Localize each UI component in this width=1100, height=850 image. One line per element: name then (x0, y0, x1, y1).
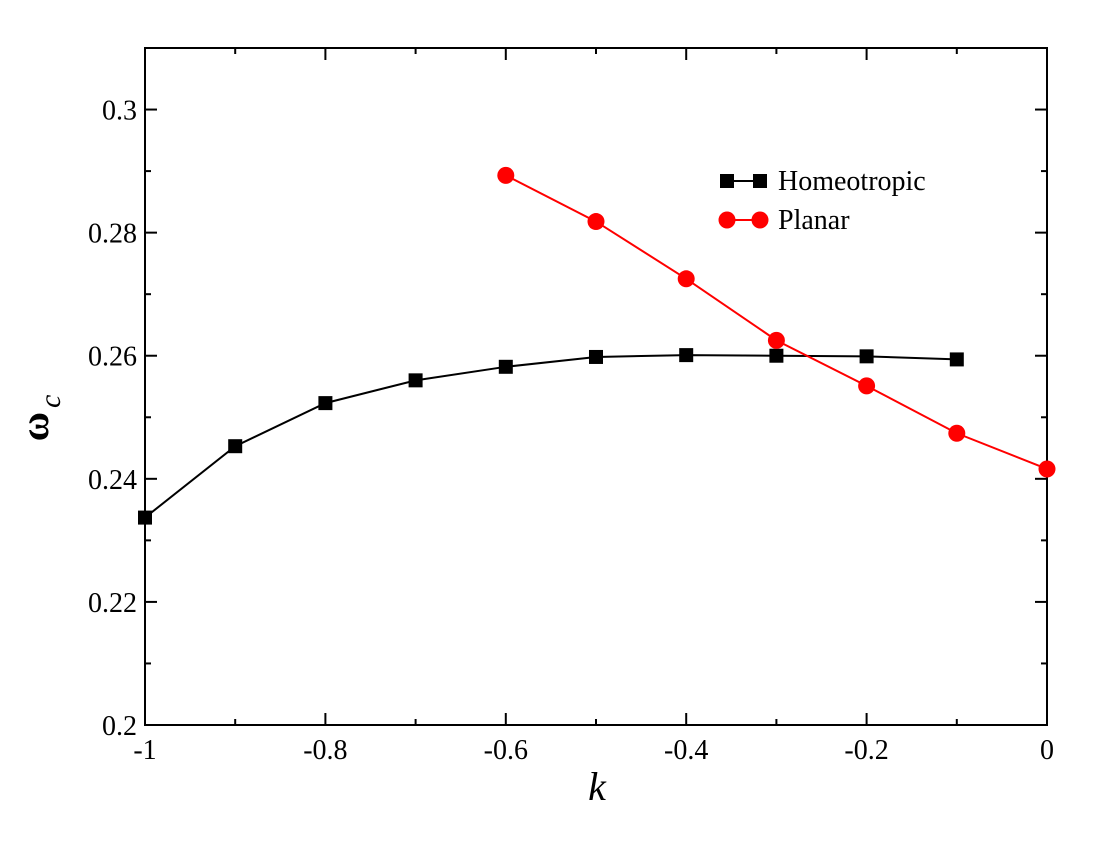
x-tick-label: -0.2 (844, 735, 888, 766)
data-point (948, 424, 966, 442)
svg-text:ω c: ω c (12, 395, 67, 442)
plot-frame (144, 47, 1048, 726)
data-point (949, 352, 964, 367)
legend-entry-planar: Planar (718, 205, 850, 236)
y-tick-label: 0.3 (102, 96, 137, 127)
series-line (144, 354, 957, 519)
y-tick-label: 0.24 (88, 465, 137, 496)
series-planar (497, 166, 1056, 478)
x-tick-label: -0.6 (484, 735, 528, 766)
x-tick-label: 0 (1040, 735, 1054, 766)
data-point (858, 377, 876, 395)
data-point (498, 359, 513, 374)
legend-label: Homeotropic (778, 166, 926, 197)
axis-tick-labels: -1 -0.8 -0.6 -0.4 -0.2 0 0.2 0.22 0.24 0.26 0.28 0.… (88, 96, 1054, 766)
y-axis-label-main: ω (12, 412, 57, 441)
data-point (859, 349, 874, 364)
series-layer (138, 166, 1056, 525)
plot-area (144, 47, 1048, 726)
series-line (505, 174, 1048, 470)
data-point (408, 373, 423, 388)
x-axis-label: k (588, 764, 607, 809)
legend-marker (720, 174, 734, 188)
legend-entry-homeotropic: Homeotropic (720, 166, 926, 197)
data-point (138, 510, 152, 525)
data-point (1038, 460, 1056, 478)
data-point (769, 348, 784, 363)
data-point (767, 331, 785, 349)
axis-ticks (144, 48, 1048, 726)
y-tick-label: 0.28 (88, 219, 137, 250)
x-tick-label: -1 (133, 735, 156, 766)
data-point (587, 213, 605, 231)
legend-marker (753, 174, 767, 188)
data-point (679, 348, 694, 363)
y-axis-label: ω c (12, 395, 67, 442)
legend-label: Planar (778, 205, 850, 236)
data-point (318, 396, 333, 411)
y-tick-label: 0.26 (88, 342, 137, 373)
legend-marker (718, 211, 736, 229)
data-point (497, 166, 515, 184)
data-point (228, 439, 243, 454)
data-point (677, 270, 695, 288)
legend: Homeotropic Planar (718, 166, 926, 236)
x-tick-label: -0.8 (303, 735, 347, 766)
data-point (589, 349, 603, 364)
series-homeotropic (138, 348, 964, 525)
y-tick-label: 0.22 (88, 588, 137, 619)
y-tick-label: 0.2 (102, 711, 137, 742)
legend-marker (751, 211, 769, 229)
y-axis-label-subscript: c (34, 395, 67, 408)
x-tick-label: -0.4 (664, 735, 708, 766)
